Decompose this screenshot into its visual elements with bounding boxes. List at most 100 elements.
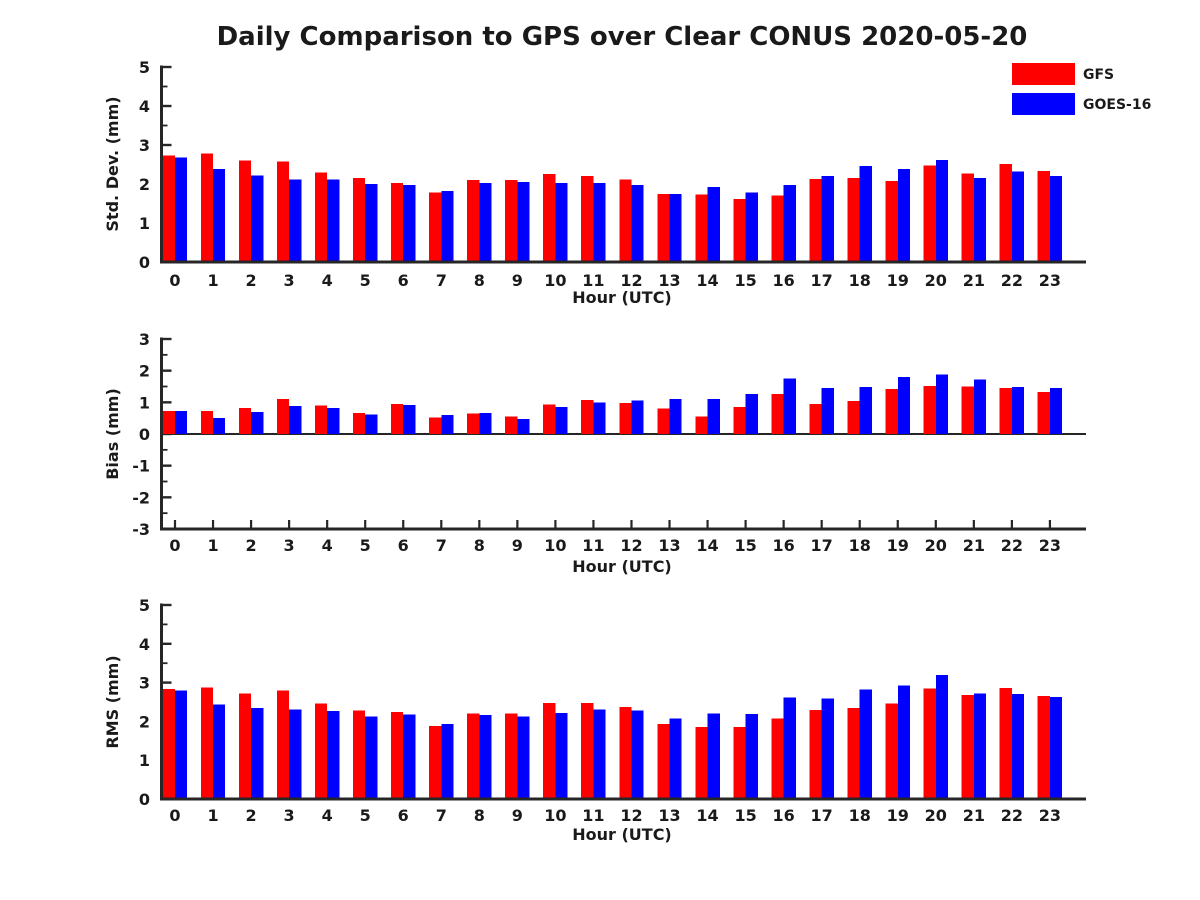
bar-gfs xyxy=(543,404,556,434)
x-tick-label: 2 xyxy=(246,536,257,555)
x-axis-label-rms: Hour (UTC) xyxy=(572,825,672,844)
y-tick-label: 5 xyxy=(139,58,150,77)
bar-goes16 xyxy=(251,411,264,434)
bar-goes16 xyxy=(973,693,987,799)
bar-gfs xyxy=(1037,695,1050,799)
x-tick-label: 12 xyxy=(620,271,642,290)
bar-goes16 xyxy=(403,404,416,434)
bar-goes16 xyxy=(897,168,910,262)
x-tick-label: 18 xyxy=(849,271,871,290)
x-tick-label: 20 xyxy=(925,536,947,555)
bar-gfs xyxy=(809,403,822,434)
bar-goes16 xyxy=(783,697,796,799)
bar-gfs xyxy=(200,687,214,799)
x-tick-label: 17 xyxy=(811,271,833,290)
x-tick-label: 22 xyxy=(1001,536,1023,555)
x-tick-label: 21 xyxy=(963,536,985,555)
x-tick-label: 10 xyxy=(544,806,566,825)
bar-goes16 xyxy=(175,157,188,262)
bar-goes16 xyxy=(289,709,302,799)
x-tick-label: 2 xyxy=(246,271,257,290)
x-tick-label: 17 xyxy=(811,806,833,825)
bar-goes16 xyxy=(1049,387,1063,434)
x-tick-label: 7 xyxy=(436,536,447,555)
y-tick-label: 4 xyxy=(139,97,150,116)
bar-goes16 xyxy=(213,168,226,262)
x-tick-label: 4 xyxy=(322,806,333,825)
bar-gfs xyxy=(467,713,480,799)
legend-label-goes16: GOES-16 xyxy=(1083,97,1151,113)
bar-gfs xyxy=(619,179,632,262)
bar-gfs xyxy=(923,385,936,434)
x-tick-label: 3 xyxy=(284,271,295,290)
y-tick-label: 2 xyxy=(139,362,150,381)
bar-goes16 xyxy=(1049,696,1063,799)
x-tick-label: 7 xyxy=(436,271,447,290)
bar-gfs xyxy=(314,405,328,434)
x-tick-label: 13 xyxy=(658,806,680,825)
bar-goes16 xyxy=(1049,175,1063,262)
bar-goes16 xyxy=(821,175,834,262)
bar-gfs xyxy=(695,194,708,262)
bar-gfs xyxy=(847,177,860,262)
x-tick-label: 15 xyxy=(734,271,756,290)
x-tick-label: 8 xyxy=(474,271,485,290)
bar-goes16 xyxy=(631,184,644,262)
x-tick-label: 19 xyxy=(887,806,909,825)
bar-gfs xyxy=(429,726,442,799)
bar-goes16 xyxy=(175,690,188,799)
bar-gfs xyxy=(200,411,214,434)
bar-goes16 xyxy=(859,689,872,799)
bar-gfs xyxy=(657,408,670,434)
bar-gfs xyxy=(923,165,936,262)
x-tick-label: 23 xyxy=(1039,536,1061,555)
x-tick-label: 16 xyxy=(773,806,795,825)
bar-goes16 xyxy=(517,716,530,799)
bar-gfs xyxy=(238,408,252,434)
x-tick-label: 22 xyxy=(1001,806,1023,825)
bar-gfs xyxy=(314,703,328,799)
bar-goes16 xyxy=(175,410,188,434)
bar-goes16 xyxy=(745,394,758,434)
bar-gfs xyxy=(581,399,594,434)
bar-goes16 xyxy=(403,714,416,799)
x-tick-label: 0 xyxy=(169,806,180,825)
y-tick-label: 2 xyxy=(139,175,150,194)
x-tick-label: 4 xyxy=(322,271,333,290)
x-tick-label: 3 xyxy=(284,536,295,555)
bar-goes16 xyxy=(289,179,302,262)
bar-gfs xyxy=(695,727,708,799)
y-tick-label: 3 xyxy=(139,674,150,693)
bar-gfs xyxy=(961,695,974,799)
y-tick-label: 1 xyxy=(139,214,150,233)
bar-gfs xyxy=(581,176,594,262)
bar-goes16 xyxy=(517,418,530,434)
y-tick-label: 0 xyxy=(139,790,150,809)
bar-goes16 xyxy=(327,179,340,262)
bar-goes16 xyxy=(935,374,948,434)
bar-goes16 xyxy=(213,704,226,799)
bar-gfs xyxy=(809,178,822,262)
y-tick-label: 1 xyxy=(139,393,150,412)
bar-goes16 xyxy=(365,184,378,262)
bar-goes16 xyxy=(327,710,340,799)
bar-gfs xyxy=(276,161,290,262)
x-tick-label: 15 xyxy=(734,806,756,825)
bar-gfs xyxy=(619,707,632,799)
x-tick-label: 19 xyxy=(887,271,909,290)
bar-gfs xyxy=(162,688,175,799)
y-axis-label-rms: RMS (mm) xyxy=(103,655,122,748)
bar-goes16 xyxy=(1011,693,1025,799)
x-tick-label: 14 xyxy=(696,271,718,290)
bar-goes16 xyxy=(213,418,226,434)
bar-gfs xyxy=(581,703,594,799)
x-tick-label: 18 xyxy=(849,536,871,555)
x-tick-label: 0 xyxy=(169,536,180,555)
x-tick-label: 2 xyxy=(246,806,257,825)
x-tick-label: 13 xyxy=(658,271,680,290)
x-tick-label: 6 xyxy=(398,806,409,825)
x-tick-label: 21 xyxy=(963,271,985,290)
bar-gfs xyxy=(961,173,974,262)
